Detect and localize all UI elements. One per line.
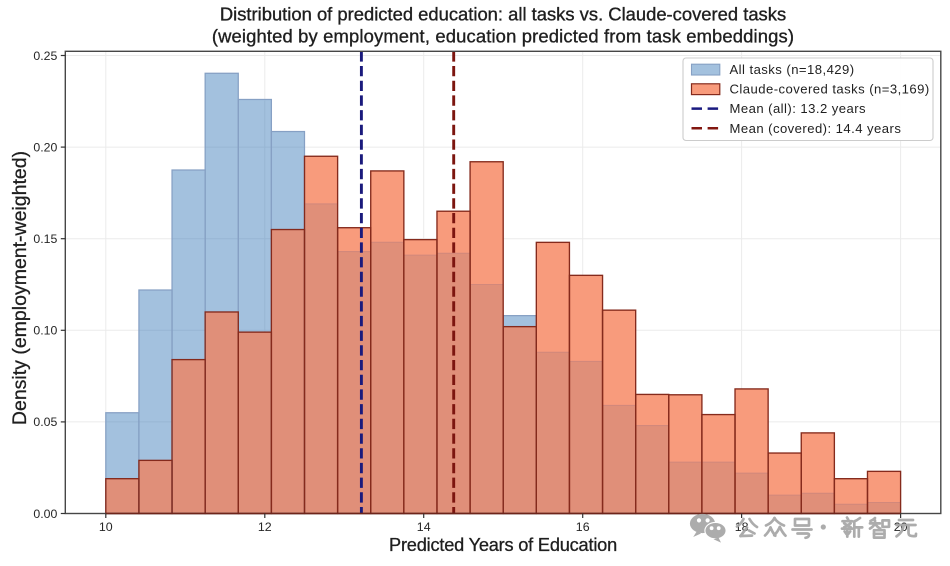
svg-text:0.25: 0.25	[33, 49, 57, 63]
svg-text:10: 10	[99, 520, 113, 534]
svg-text:Predicted Years of Education: Predicted Years of Education	[389, 535, 617, 555]
svg-text:12: 12	[258, 520, 272, 534]
svg-text:(weighted by employment, educa: (weighted by employment, education predi…	[212, 25, 794, 46]
svg-text:0.00: 0.00	[33, 507, 57, 521]
svg-text:0.15: 0.15	[33, 232, 57, 246]
svg-text:0.05: 0.05	[33, 415, 57, 429]
svg-text:All tasks (n=18,429): All tasks (n=18,429)	[730, 62, 855, 77]
svg-text:Density (employment-weighted): Density (employment-weighted)	[9, 151, 31, 425]
svg-text:Mean (all): 13.2 years: Mean (all): 13.2 years	[730, 101, 867, 116]
svg-text:0.10: 0.10	[33, 324, 57, 338]
svg-text:14: 14	[417, 520, 431, 534]
svg-text:20: 20	[894, 520, 908, 534]
svg-text:Claude-covered tasks (n=3,169): Claude-covered tasks (n=3,169)	[730, 82, 930, 97]
svg-text:Distribution of predicted educ: Distribution of predicted education: all…	[220, 3, 786, 24]
svg-text:16: 16	[576, 520, 590, 534]
svg-text:Mean (covered): 14.4 years: Mean (covered): 14.4 years	[730, 121, 902, 136]
svg-text:0.20: 0.20	[33, 140, 57, 154]
